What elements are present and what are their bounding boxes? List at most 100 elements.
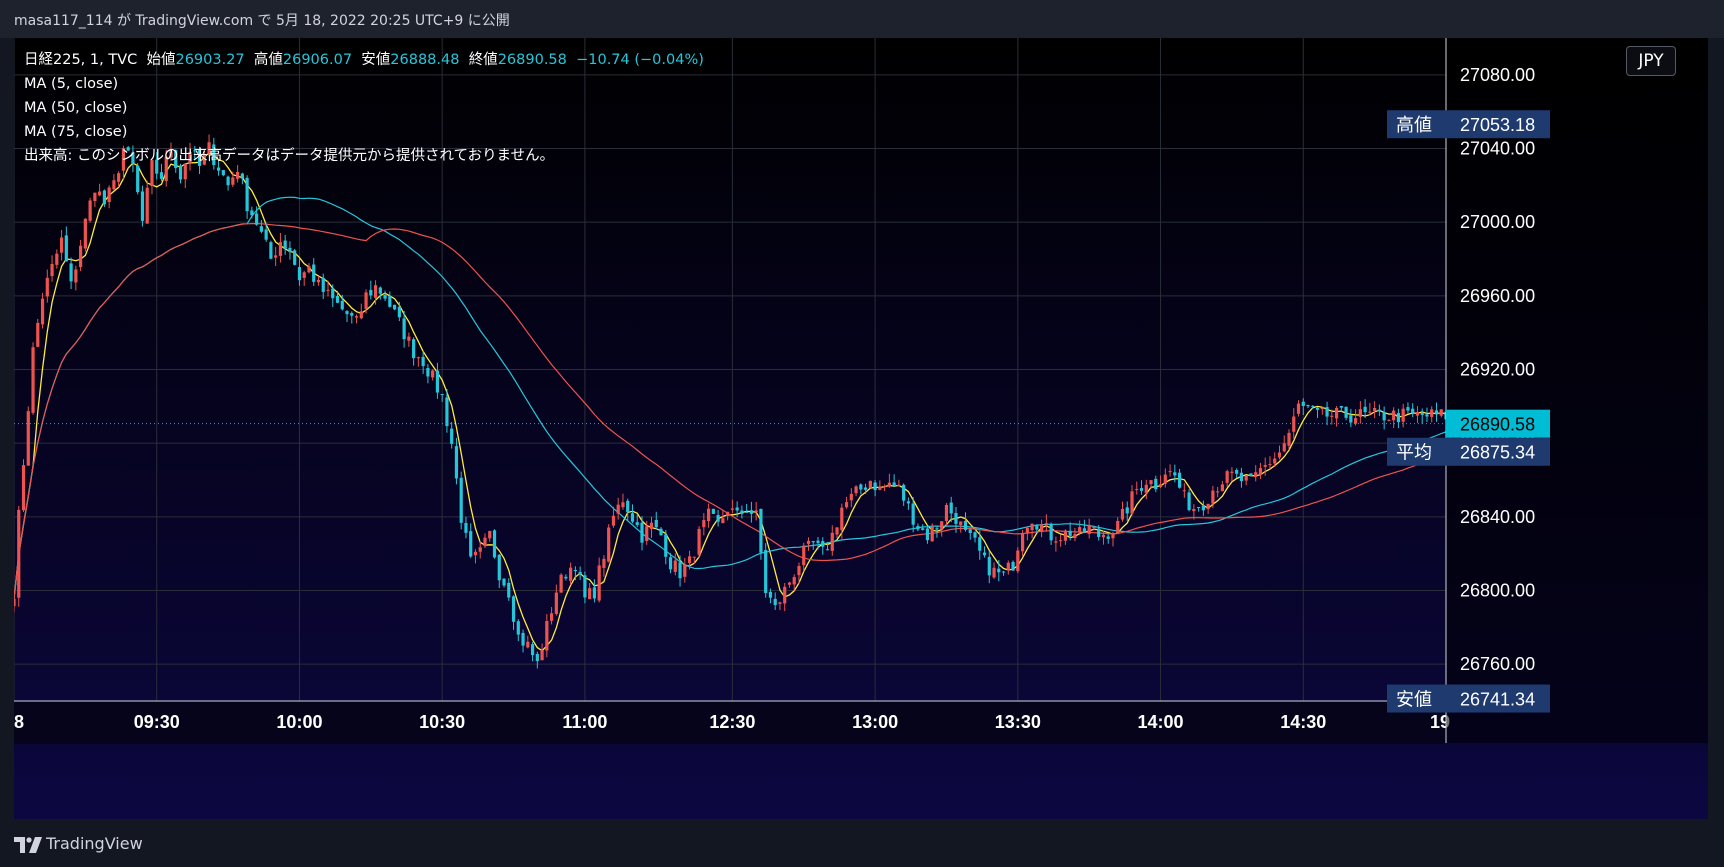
open-value: 26903.27 xyxy=(175,52,245,68)
candle-body xyxy=(1287,432,1291,446)
candle-body xyxy=(45,277,49,297)
candle-body xyxy=(1225,471,1229,483)
price-axis[interactable]: 26760.0026800.0026840.0026880.0026920.00… xyxy=(1445,38,1708,743)
candle-body xyxy=(978,537,982,551)
stat-label-name: 高値 xyxy=(1396,115,1432,136)
price-tick-label: 26760.00 xyxy=(1460,654,1535,674)
candle-body xyxy=(1182,490,1186,492)
candle-body xyxy=(702,520,706,528)
time-tick-label: 13:30 xyxy=(995,712,1041,732)
candle-body xyxy=(1177,472,1182,488)
stat-label-value: 26741.34 xyxy=(1460,690,1535,710)
candle-body xyxy=(1239,472,1244,482)
candle-body xyxy=(1277,452,1282,458)
candle-body xyxy=(1149,480,1153,485)
candle-body xyxy=(730,508,734,510)
candle-body xyxy=(1311,405,1315,407)
time-tick-label: 8 xyxy=(14,712,24,732)
candle-body xyxy=(307,266,311,273)
candle-body xyxy=(1049,523,1053,541)
candle-body xyxy=(1235,469,1239,474)
ma75-legend[interactable]: MA (75, close) xyxy=(24,124,128,140)
candle-body xyxy=(673,560,677,572)
candle-body xyxy=(1001,571,1006,573)
candle-body xyxy=(454,446,459,479)
candle-body xyxy=(388,296,392,307)
candle-body xyxy=(1201,505,1205,511)
symbol-label[interactable]: 日経225, 1, TVC xyxy=(24,52,138,68)
stat-label-value: 27053.18 xyxy=(1460,115,1535,135)
stat-label-box xyxy=(1387,437,1550,466)
candle-body xyxy=(312,264,316,282)
candle-body xyxy=(621,502,625,508)
candle-body xyxy=(126,147,130,151)
candle-body xyxy=(492,530,497,558)
candle-body xyxy=(302,272,306,278)
ma50-legend[interactable]: MA (50, close) xyxy=(24,100,128,116)
candle-body xyxy=(174,150,178,169)
candle-body xyxy=(935,528,939,530)
candle-body xyxy=(697,528,701,555)
candle-body xyxy=(140,191,145,221)
candle-body xyxy=(478,547,482,552)
candle-body xyxy=(545,621,549,651)
candle-body xyxy=(1035,525,1039,530)
candle-body xyxy=(944,504,949,521)
currency-button[interactable]: JPY xyxy=(1626,46,1676,76)
candle-body xyxy=(1020,532,1025,552)
candle-body xyxy=(407,336,411,341)
low-value: 26888.48 xyxy=(390,52,460,68)
time-axis-band xyxy=(14,702,1446,744)
candle-body xyxy=(897,484,901,486)
candle-body xyxy=(1206,503,1210,510)
candle-body xyxy=(497,554,501,581)
candle-body xyxy=(802,545,806,566)
candle-body xyxy=(297,267,302,281)
candle-body xyxy=(1063,530,1068,541)
candle-body xyxy=(50,263,54,277)
stat-label-box xyxy=(1387,110,1550,139)
candle-body xyxy=(654,519,658,528)
candle-body xyxy=(1415,412,1420,416)
candle-body xyxy=(754,510,758,513)
candle-body xyxy=(1230,471,1234,473)
time-axis[interactable]: 8 09:30 10:00 10:30 11:00 12:30 13:00 13:30 14:0… xyxy=(14,700,1450,744)
candle-body xyxy=(1320,407,1324,410)
candle-body xyxy=(178,165,183,180)
candle-body xyxy=(1163,474,1167,484)
candle-body xyxy=(706,508,711,522)
candle-body xyxy=(435,370,440,393)
candle-body xyxy=(940,521,944,529)
candle-body xyxy=(1135,489,1139,491)
ma5-legend[interactable]: MA (5, close) xyxy=(24,76,119,92)
candle-body xyxy=(321,277,325,292)
candle-body xyxy=(873,482,877,491)
candle-body xyxy=(164,156,168,181)
candle-body xyxy=(526,641,530,648)
candle-body xyxy=(1363,406,1367,413)
candle-body xyxy=(1330,415,1334,417)
candle-body xyxy=(902,484,906,501)
candle-body xyxy=(554,592,558,614)
candle-body xyxy=(1377,409,1381,411)
candle-body xyxy=(906,501,911,504)
candle-body xyxy=(564,576,568,579)
candle-body xyxy=(31,347,35,413)
candle-body xyxy=(331,288,335,299)
candle-body xyxy=(1358,409,1362,417)
price-tick-label: 27040.00 xyxy=(1460,139,1535,159)
candle-body xyxy=(816,540,820,543)
candle-body xyxy=(1425,414,1429,417)
time-tick-label: 09:30 xyxy=(134,712,180,732)
time-tick-label: 11:00 xyxy=(562,712,607,732)
candle-body xyxy=(1301,401,1305,406)
candle-body xyxy=(14,598,16,607)
candle-body xyxy=(488,530,492,539)
candle-body xyxy=(354,316,359,318)
chart-area[interactable]: 8 09:30 10:00 10:30 11:00 12:30 13:00 13:30 14:0… xyxy=(14,38,1708,819)
time-tick-label: 14:30 xyxy=(1280,712,1326,732)
price-axis-band xyxy=(1446,38,1708,743)
candle-body xyxy=(1387,419,1391,421)
candle-body xyxy=(530,644,535,656)
price-chart[interactable]: 8 09:30 10:00 10:30 11:00 12:30 13:00 13:30 14:0… xyxy=(14,38,1708,819)
